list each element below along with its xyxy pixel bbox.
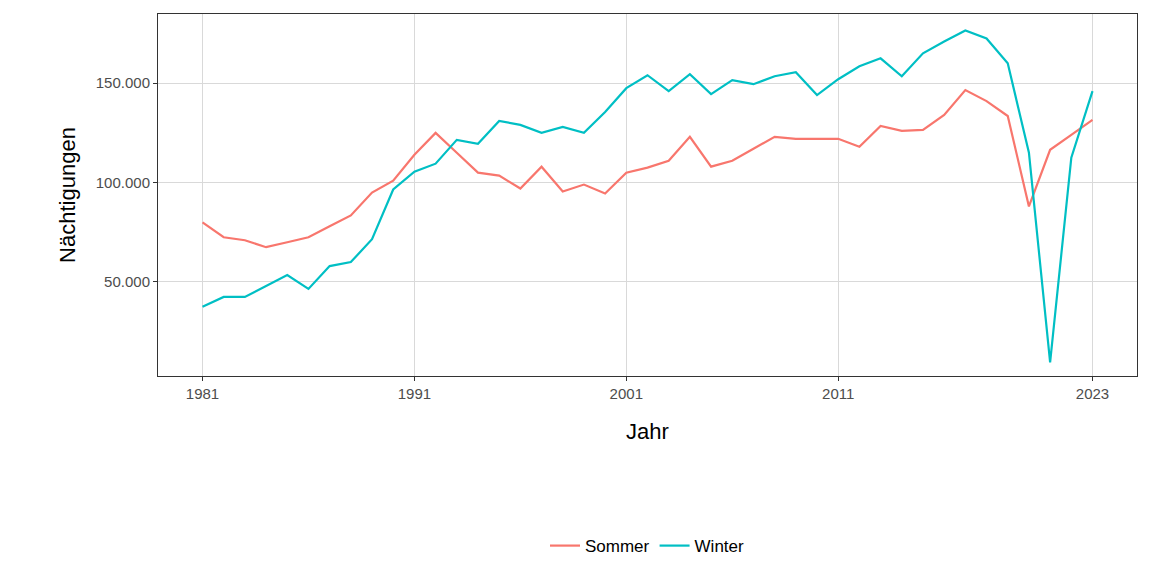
svg-text:50.000: 50.000 (104, 273, 150, 290)
svg-text:1981: 1981 (186, 385, 219, 402)
svg-text:100.000: 100.000 (96, 174, 150, 191)
svg-text:2023: 2023 (1076, 385, 1109, 402)
svg-text:Jahr: Jahr (626, 419, 669, 444)
svg-text:1991: 1991 (398, 385, 431, 402)
svg-text:Winter: Winter (695, 537, 744, 556)
svg-text:150.000: 150.000 (96, 74, 150, 91)
svg-text:2001: 2001 (610, 385, 643, 402)
svg-text:Nächtigungen: Nächtigungen (55, 127, 80, 263)
svg-text:2011: 2011 (822, 385, 854, 402)
svg-text:Sommer: Sommer (585, 537, 650, 556)
